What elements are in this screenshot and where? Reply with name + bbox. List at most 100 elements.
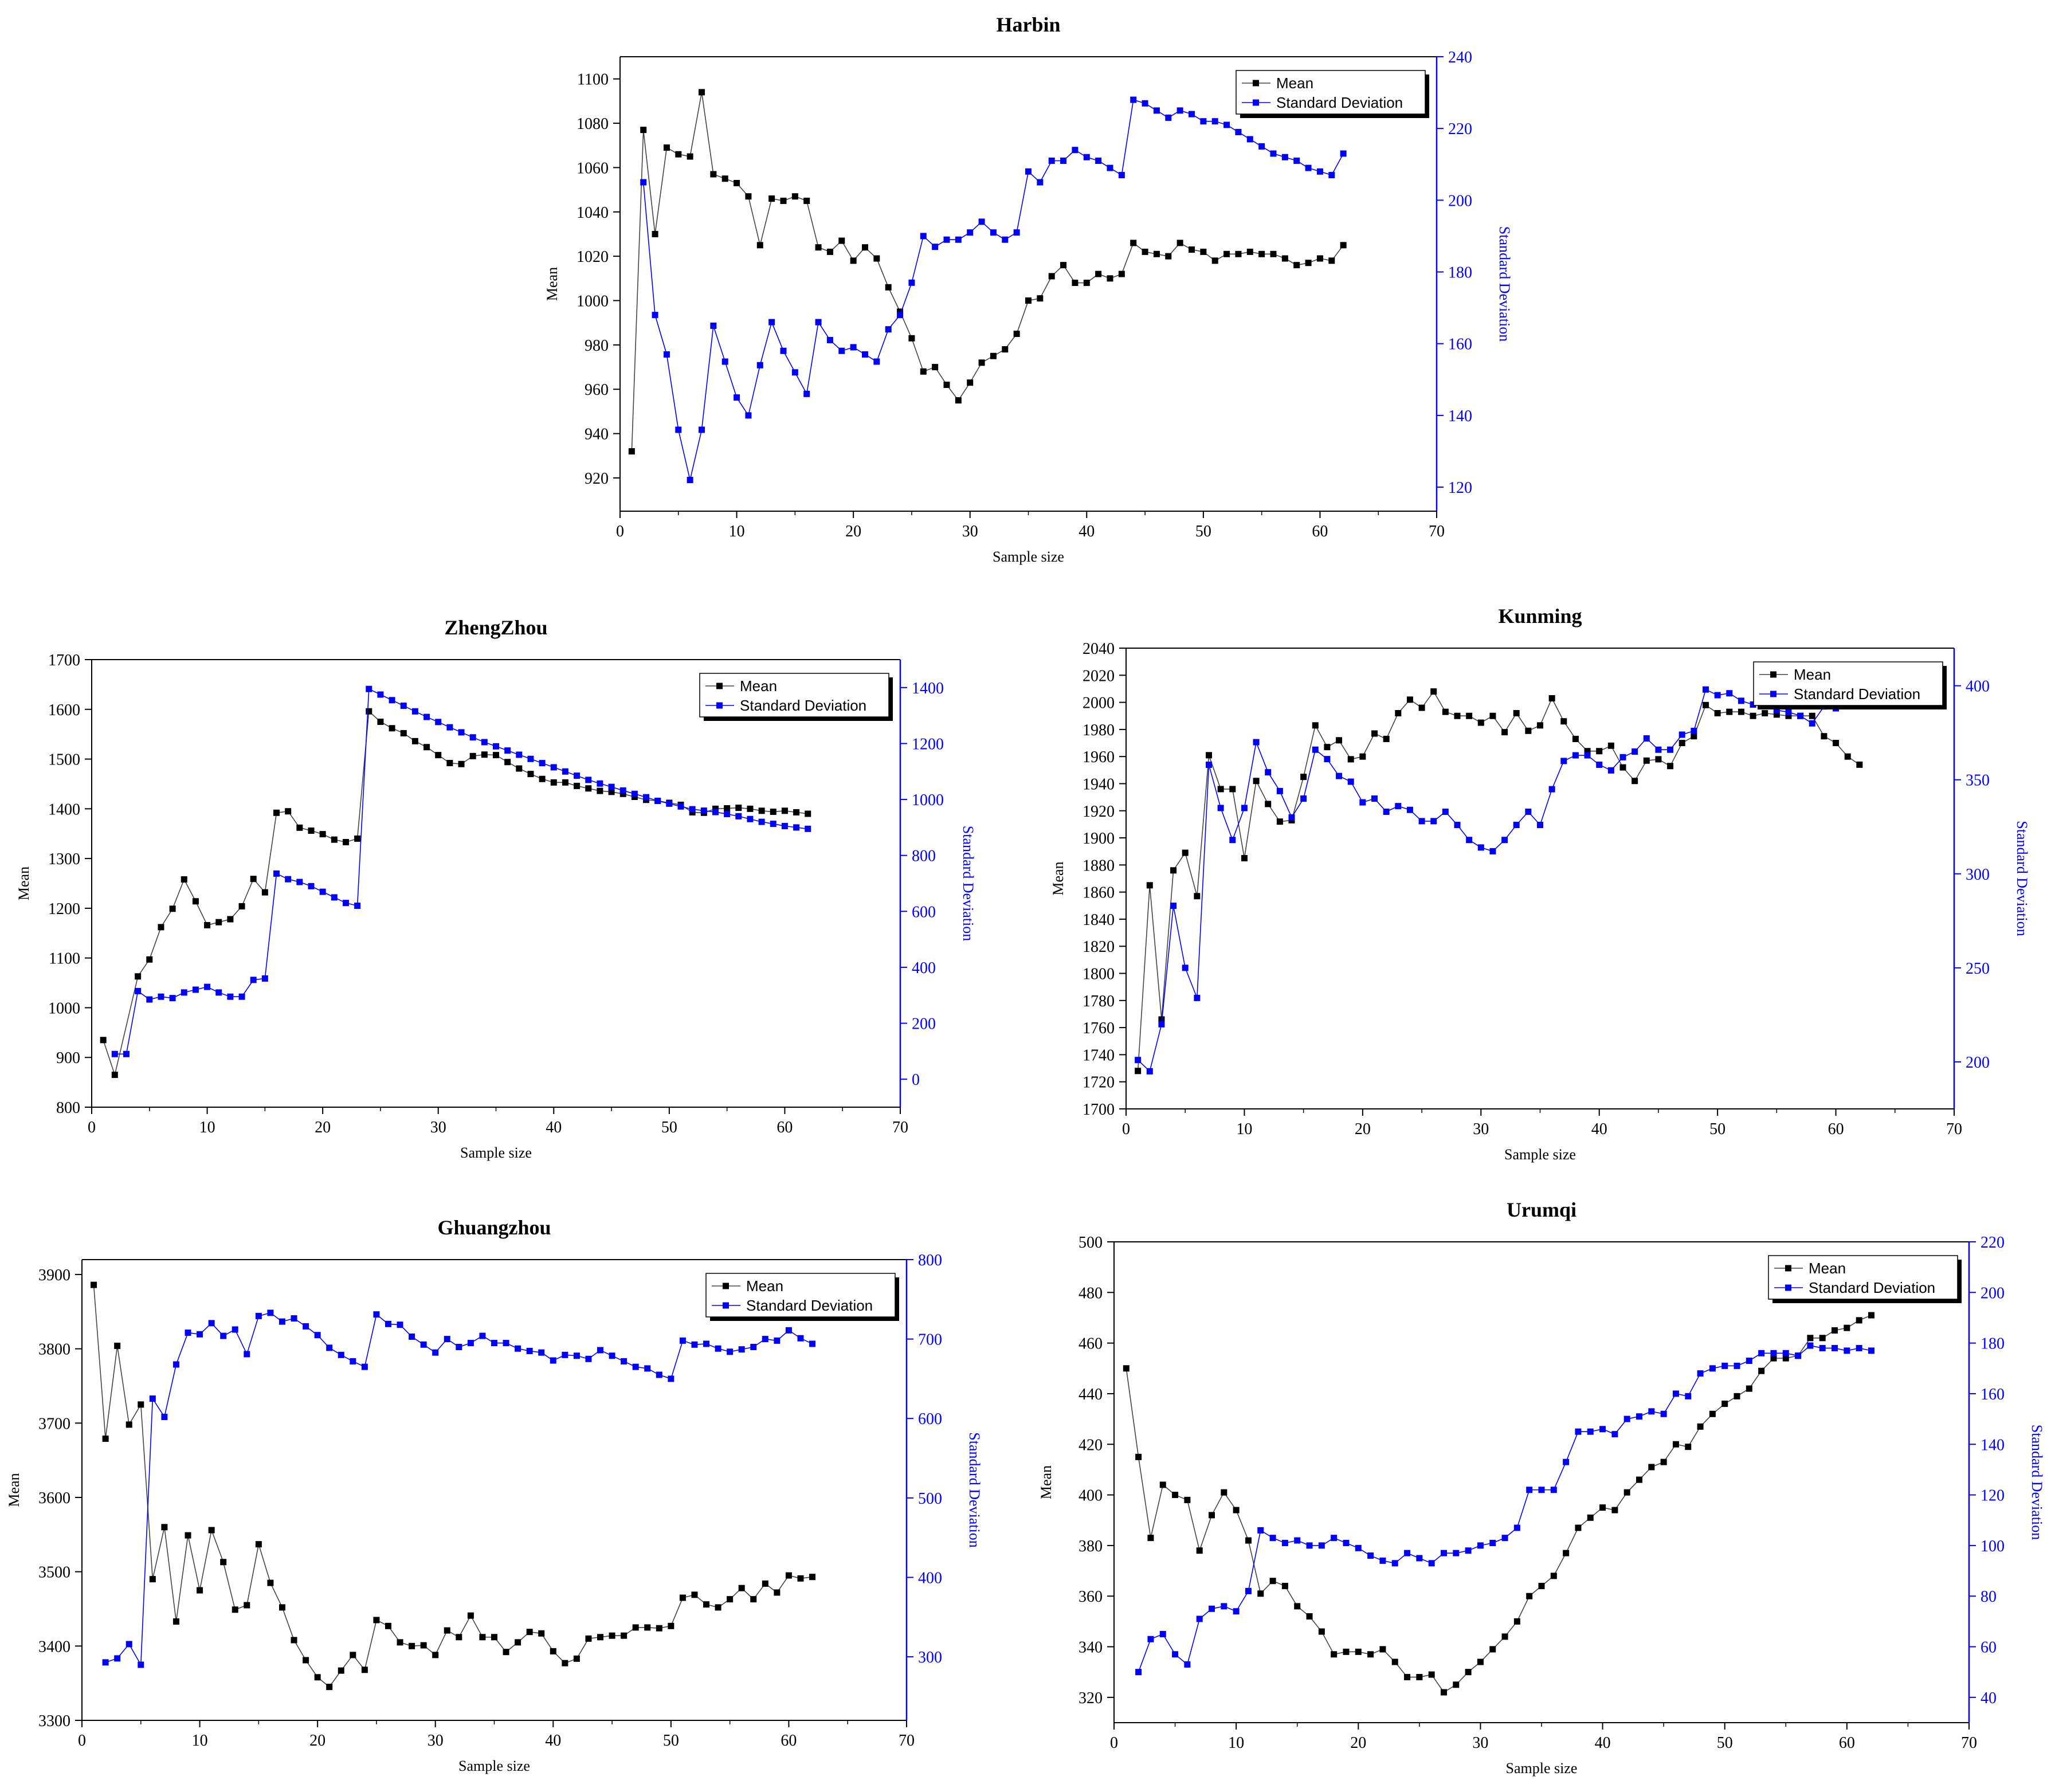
legend-sd-label: Standard Deviation — [740, 697, 866, 714]
y-tick-label: 960 — [585, 381, 609, 399]
sd-point — [745, 412, 752, 419]
mean-point — [1691, 733, 1697, 740]
mean-point — [366, 708, 372, 715]
mean-point — [1525, 727, 1532, 734]
y-tick-label: 1740 — [1083, 1046, 1115, 1064]
y-tick-label: 2040 — [1083, 640, 1115, 658]
mean-point — [768, 195, 775, 202]
y2-tick-label: 200 — [912, 1015, 936, 1033]
sd-point — [785, 1327, 792, 1334]
mean-point — [1643, 757, 1650, 764]
sd-point — [990, 229, 997, 236]
sd-point — [797, 1335, 804, 1342]
sd-point — [1206, 761, 1212, 768]
y-axis-label: Mean — [15, 866, 32, 900]
legend-mean-marker — [723, 1283, 729, 1289]
mean-point — [503, 1649, 509, 1656]
legend-sd-marker — [723, 1302, 729, 1309]
y2-axis-label: Standard Deviation — [2014, 821, 2030, 936]
sd-point — [700, 807, 707, 814]
sd-point — [943, 236, 950, 243]
sd-point — [699, 426, 705, 433]
sd-point — [687, 477, 693, 484]
sd-point — [1691, 727, 1697, 734]
mean-point — [1550, 1573, 1557, 1579]
y-tick-label: 1200 — [48, 900, 80, 918]
legend-mean-label: Mean — [746, 1277, 783, 1295]
mean-point — [444, 1627, 450, 1634]
sd-point — [643, 794, 650, 801]
mean-point — [550, 1648, 556, 1654]
mean-point — [597, 1634, 604, 1641]
mean-point — [432, 1652, 439, 1658]
mean-point — [1526, 1593, 1533, 1599]
sd-point — [1395, 803, 1402, 810]
mean-point — [1340, 242, 1347, 249]
mean-point — [479, 1634, 486, 1641]
mean-point — [1281, 1583, 1288, 1590]
legend-sd-label: Standard Deviation — [1794, 685, 1920, 703]
sd-point — [1209, 1605, 1215, 1612]
x-tick-label: 40 — [1595, 1734, 1611, 1752]
mean-point — [385, 1622, 391, 1629]
sd-point — [1153, 107, 1160, 114]
sd-point — [1312, 746, 1319, 753]
sd-point — [1165, 114, 1172, 121]
mean-point — [715, 1604, 721, 1611]
mean-point — [1211, 257, 1218, 264]
mean-point — [1611, 1507, 1618, 1513]
sd-point — [1135, 1057, 1142, 1064]
mean-point — [652, 230, 658, 237]
mean-point — [342, 838, 349, 845]
x-tick-label: 50 — [1195, 523, 1211, 540]
sd-point — [232, 1326, 238, 1333]
sd-point — [1655, 746, 1662, 753]
mean-point — [1607, 742, 1614, 749]
mean-point — [1721, 1401, 1728, 1407]
sd-point — [1217, 805, 1224, 811]
mean-point — [1572, 735, 1579, 742]
mean-point — [955, 397, 962, 404]
sd-point — [1416, 1555, 1423, 1562]
legend-box — [1236, 70, 1426, 115]
sd-point — [574, 773, 581, 779]
sd-point — [1636, 1413, 1643, 1420]
mean-point — [562, 779, 568, 786]
sd-point — [1281, 154, 1288, 160]
y2-tick-label: 600 — [918, 1410, 942, 1428]
sd-point — [1391, 1560, 1398, 1567]
sd-point — [435, 719, 442, 726]
mean-point — [377, 718, 384, 725]
y-tick-label: 380 — [1079, 1538, 1103, 1555]
sd-point — [1477, 844, 1484, 851]
legend-mean-label: Mean — [1276, 74, 1313, 92]
mean-point — [409, 1642, 415, 1649]
sd-point — [656, 1371, 662, 1378]
mean-point — [423, 744, 430, 751]
x-axis-label: Sample size — [1506, 1760, 1578, 1777]
sd-point — [1537, 821, 1543, 828]
mean-point — [762, 1580, 768, 1587]
legend-mean-label: Mean — [1794, 666, 1831, 683]
sd-point — [197, 1331, 203, 1338]
y-tick-label: 1400 — [48, 801, 80, 818]
sd-point — [1194, 994, 1201, 1001]
sd-point — [1276, 787, 1283, 794]
sd-point — [149, 1395, 156, 1402]
sd-point — [679, 1337, 686, 1344]
mean-point — [308, 828, 315, 834]
sd-point — [1773, 707, 1780, 713]
sd-point — [1269, 1535, 1276, 1542]
y2-tick-label: 200 — [1966, 1054, 1990, 1072]
mean-point — [114, 1342, 121, 1349]
mean-point — [1165, 253, 1172, 260]
y-tick-label: 980 — [585, 337, 609, 355]
mean-point — [185, 1532, 191, 1539]
sd-point — [1611, 1431, 1618, 1438]
mean-point — [990, 352, 997, 359]
mean-point — [291, 1637, 297, 1644]
mean-point — [296, 824, 303, 831]
sd-point — [1367, 1552, 1374, 1559]
mean-point — [745, 193, 752, 200]
sd-point — [1135, 1669, 1142, 1676]
